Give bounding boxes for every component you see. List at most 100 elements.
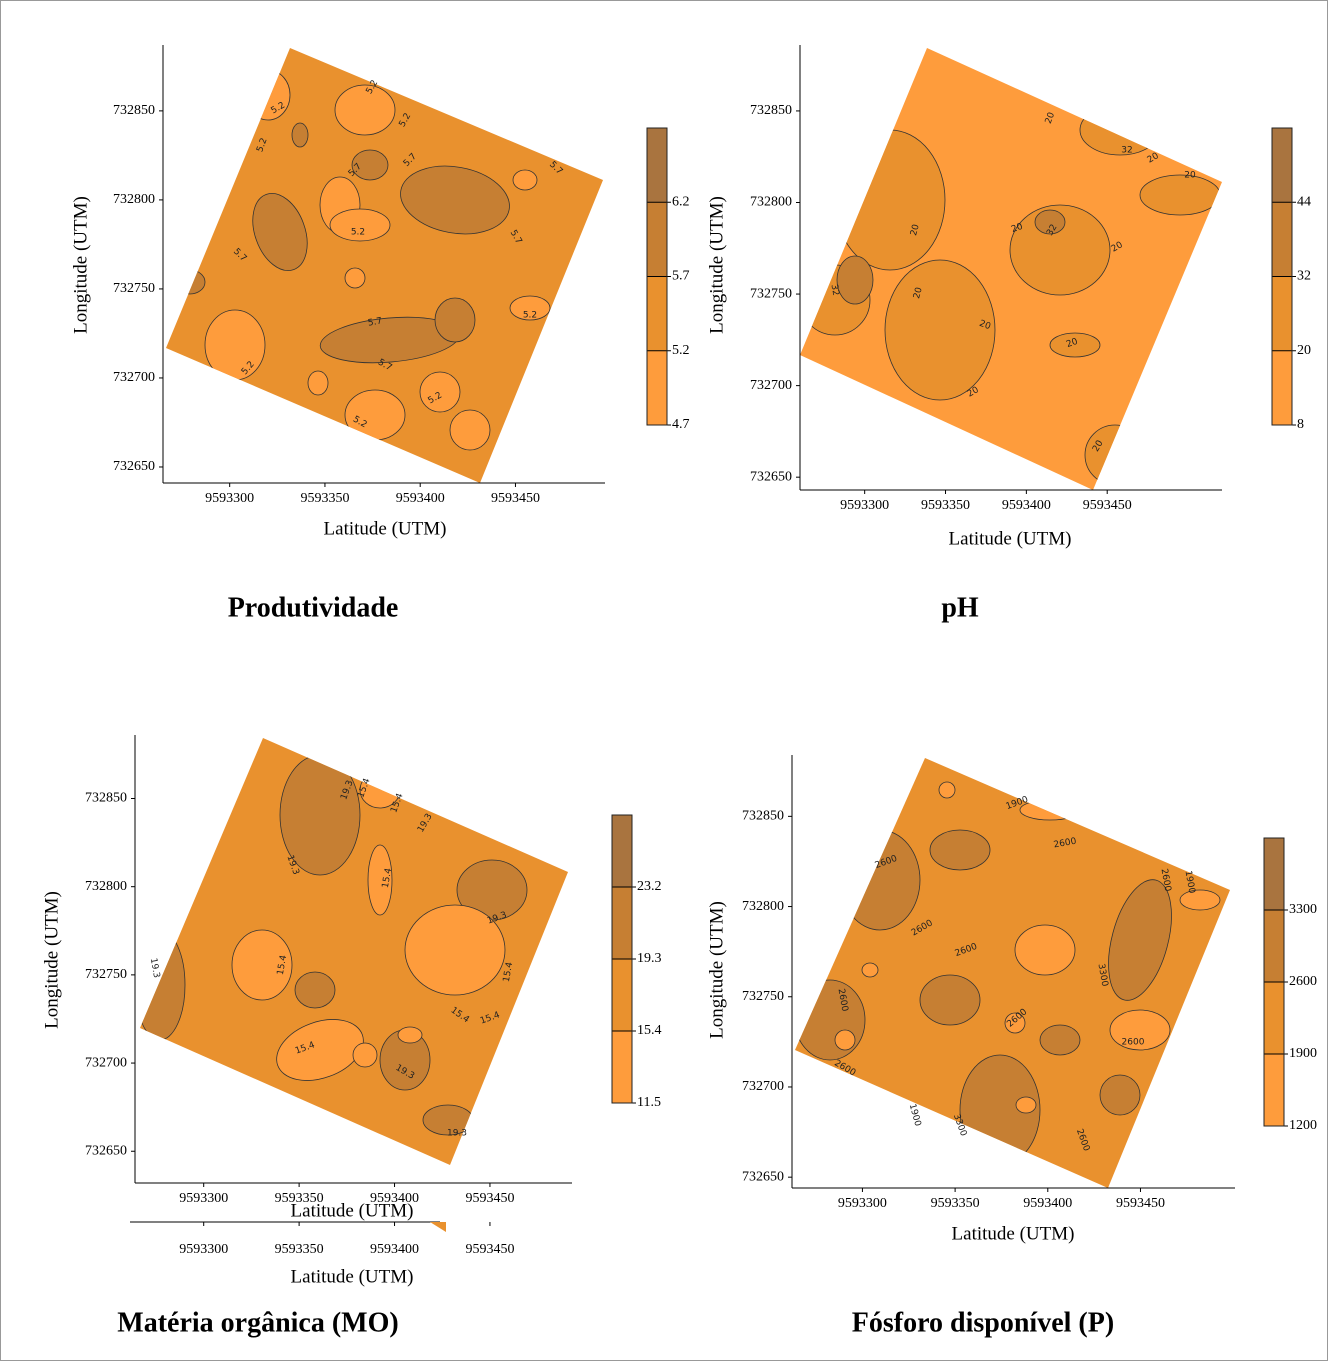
y-tick-label: 732800 bbox=[113, 192, 155, 207]
contour-region bbox=[939, 782, 955, 798]
contour-region bbox=[862, 963, 878, 977]
y-tick-label: 732700 bbox=[750, 378, 792, 393]
contour-region bbox=[513, 170, 537, 190]
x-tick-label: 9593400 bbox=[1023, 1196, 1072, 1211]
contour-region bbox=[353, 1043, 377, 1067]
colorbar-band bbox=[1264, 838, 1284, 910]
contour-region bbox=[835, 1030, 855, 1050]
colorbar-band bbox=[647, 351, 667, 425]
contour-region bbox=[345, 268, 365, 288]
y-tick-label: 732650 bbox=[742, 1169, 784, 1184]
y-axis-label: Longitude (UTM) bbox=[41, 891, 62, 1029]
colorbar-band bbox=[612, 815, 632, 887]
chart-title: Matéria orgânica (MO) bbox=[117, 1307, 398, 1338]
x-tick-label: 9593300 bbox=[840, 498, 889, 513]
y-tick-label: 732750 bbox=[85, 967, 127, 982]
colorbar-band bbox=[647, 202, 667, 276]
contour-region bbox=[308, 371, 328, 395]
contour-region bbox=[1016, 1097, 1036, 1113]
repeat-x-axis-label: Latitude (UTM) bbox=[291, 1266, 414, 1287]
x-axis-label: Latitude (UTM) bbox=[952, 1223, 1075, 1244]
y-tick-label: 732800 bbox=[750, 195, 792, 210]
colorbar-band bbox=[1272, 351, 1292, 425]
colorbar-tick-label: 23.2 bbox=[637, 879, 662, 894]
contour-region bbox=[920, 975, 980, 1025]
x-axis-label: Latitude (UTM) bbox=[324, 518, 447, 539]
contour-label: 20 bbox=[1184, 171, 1196, 181]
contour-label: 5.2 bbox=[351, 228, 365, 238]
y-tick-label: 732800 bbox=[85, 879, 127, 894]
colorbar-tick-label: 20 bbox=[1297, 343, 1311, 358]
contour-region bbox=[435, 298, 475, 342]
y-tick-label: 732700 bbox=[113, 370, 155, 385]
contour-label: 32 bbox=[829, 284, 841, 297]
x-tick-label: 9593450 bbox=[1083, 498, 1132, 513]
x-tick-label: 9593300 bbox=[838, 1196, 887, 1211]
chart-title: Fósforo disponível (P) bbox=[852, 1307, 1114, 1338]
colorbar-tick-label: 8 bbox=[1297, 417, 1304, 432]
colorbar-band bbox=[647, 128, 667, 202]
figure: 5.25.25.25.25.75.75.75.75.25.75.75.25.25… bbox=[0, 0, 1328, 1361]
colorbar-band bbox=[1272, 277, 1292, 351]
contour-region bbox=[1015, 925, 1075, 975]
y-tick-label: 732750 bbox=[113, 281, 155, 296]
colorbar-band bbox=[647, 277, 667, 351]
y-axis-label: Longitude (UTM) bbox=[70, 196, 91, 334]
contour-region bbox=[398, 1027, 422, 1043]
colorbar-tick-label: 19.3 bbox=[637, 951, 662, 966]
y-tick-label: 732850 bbox=[750, 103, 792, 118]
y-tick-label: 732650 bbox=[85, 1143, 127, 1158]
x-tick-label: 9593300 bbox=[179, 1191, 228, 1206]
contour-region bbox=[1180, 890, 1220, 910]
contour-region bbox=[450, 410, 490, 450]
colorbar-tick-label: 1900 bbox=[1289, 1046, 1317, 1061]
y-tick-label: 732700 bbox=[742, 1079, 784, 1094]
colorbar-tick-label: 2600 bbox=[1289, 974, 1317, 989]
colorbar-band bbox=[1272, 128, 1292, 202]
y-tick-label: 732850 bbox=[742, 809, 784, 824]
y-tick-label: 732650 bbox=[113, 459, 155, 474]
colorbar-tick-label: 3300 bbox=[1289, 902, 1317, 917]
colorbar-tick-label: 44 bbox=[1297, 194, 1311, 209]
colorbar-tick-label: 32 bbox=[1297, 269, 1311, 284]
colorbar-tick-label: 15.4 bbox=[637, 1023, 662, 1038]
x-tick-label: 9593350 bbox=[931, 1196, 980, 1211]
x-tick-label: 9593400 bbox=[396, 491, 445, 506]
colorbar-band bbox=[612, 1031, 632, 1103]
x-tick-label: 9593350 bbox=[300, 491, 349, 506]
y-tick-label: 732650 bbox=[750, 469, 792, 484]
x-tick-label: 9593400 bbox=[1002, 498, 1051, 513]
y-tick-label: 732850 bbox=[85, 791, 127, 806]
colorbar-tick-label: 1200 bbox=[1289, 1118, 1317, 1133]
contour-region bbox=[1040, 1025, 1080, 1055]
colorbar-band bbox=[612, 959, 632, 1031]
x-tick-label: 9593350 bbox=[921, 498, 970, 513]
y-tick-label: 732750 bbox=[750, 286, 792, 301]
x-axis-label: Latitude (UTM) bbox=[291, 1200, 414, 1221]
chart-title: pH bbox=[941, 592, 979, 623]
colorbar-band bbox=[1264, 982, 1284, 1054]
repeat-x-tick-label: 9593300 bbox=[179, 1242, 228, 1257]
colorbar-tick-label: 5.2 bbox=[672, 343, 690, 358]
x-tick-label: 9593300 bbox=[205, 491, 254, 506]
x-axis-label: Latitude (UTM) bbox=[949, 528, 1072, 549]
contour-region bbox=[292, 123, 308, 147]
y-tick-label: 732850 bbox=[113, 103, 155, 118]
contour-label: 19.3 bbox=[447, 1129, 467, 1139]
colorbar-band bbox=[1272, 202, 1292, 276]
repeat-x-tick-label: 9593450 bbox=[465, 1242, 514, 1257]
contour-region bbox=[420, 372, 460, 412]
y-axis-label: Longitude (UTM) bbox=[706, 196, 727, 334]
contour-label: 2600 bbox=[1122, 1038, 1145, 1048]
y-tick-label: 732700 bbox=[85, 1055, 127, 1070]
contour-region bbox=[335, 85, 395, 135]
y-tick-label: 732800 bbox=[742, 899, 784, 914]
chart-title: Produtividade bbox=[228, 592, 399, 623]
contour-region bbox=[837, 256, 873, 304]
contour-label: 32 bbox=[1121, 146, 1132, 156]
x-tick-label: 9593450 bbox=[465, 1191, 514, 1206]
repeat-x-tick-label: 9593350 bbox=[275, 1242, 324, 1257]
contour-region bbox=[885, 260, 995, 400]
contour-region bbox=[295, 972, 335, 1008]
colorbar-band bbox=[612, 887, 632, 959]
